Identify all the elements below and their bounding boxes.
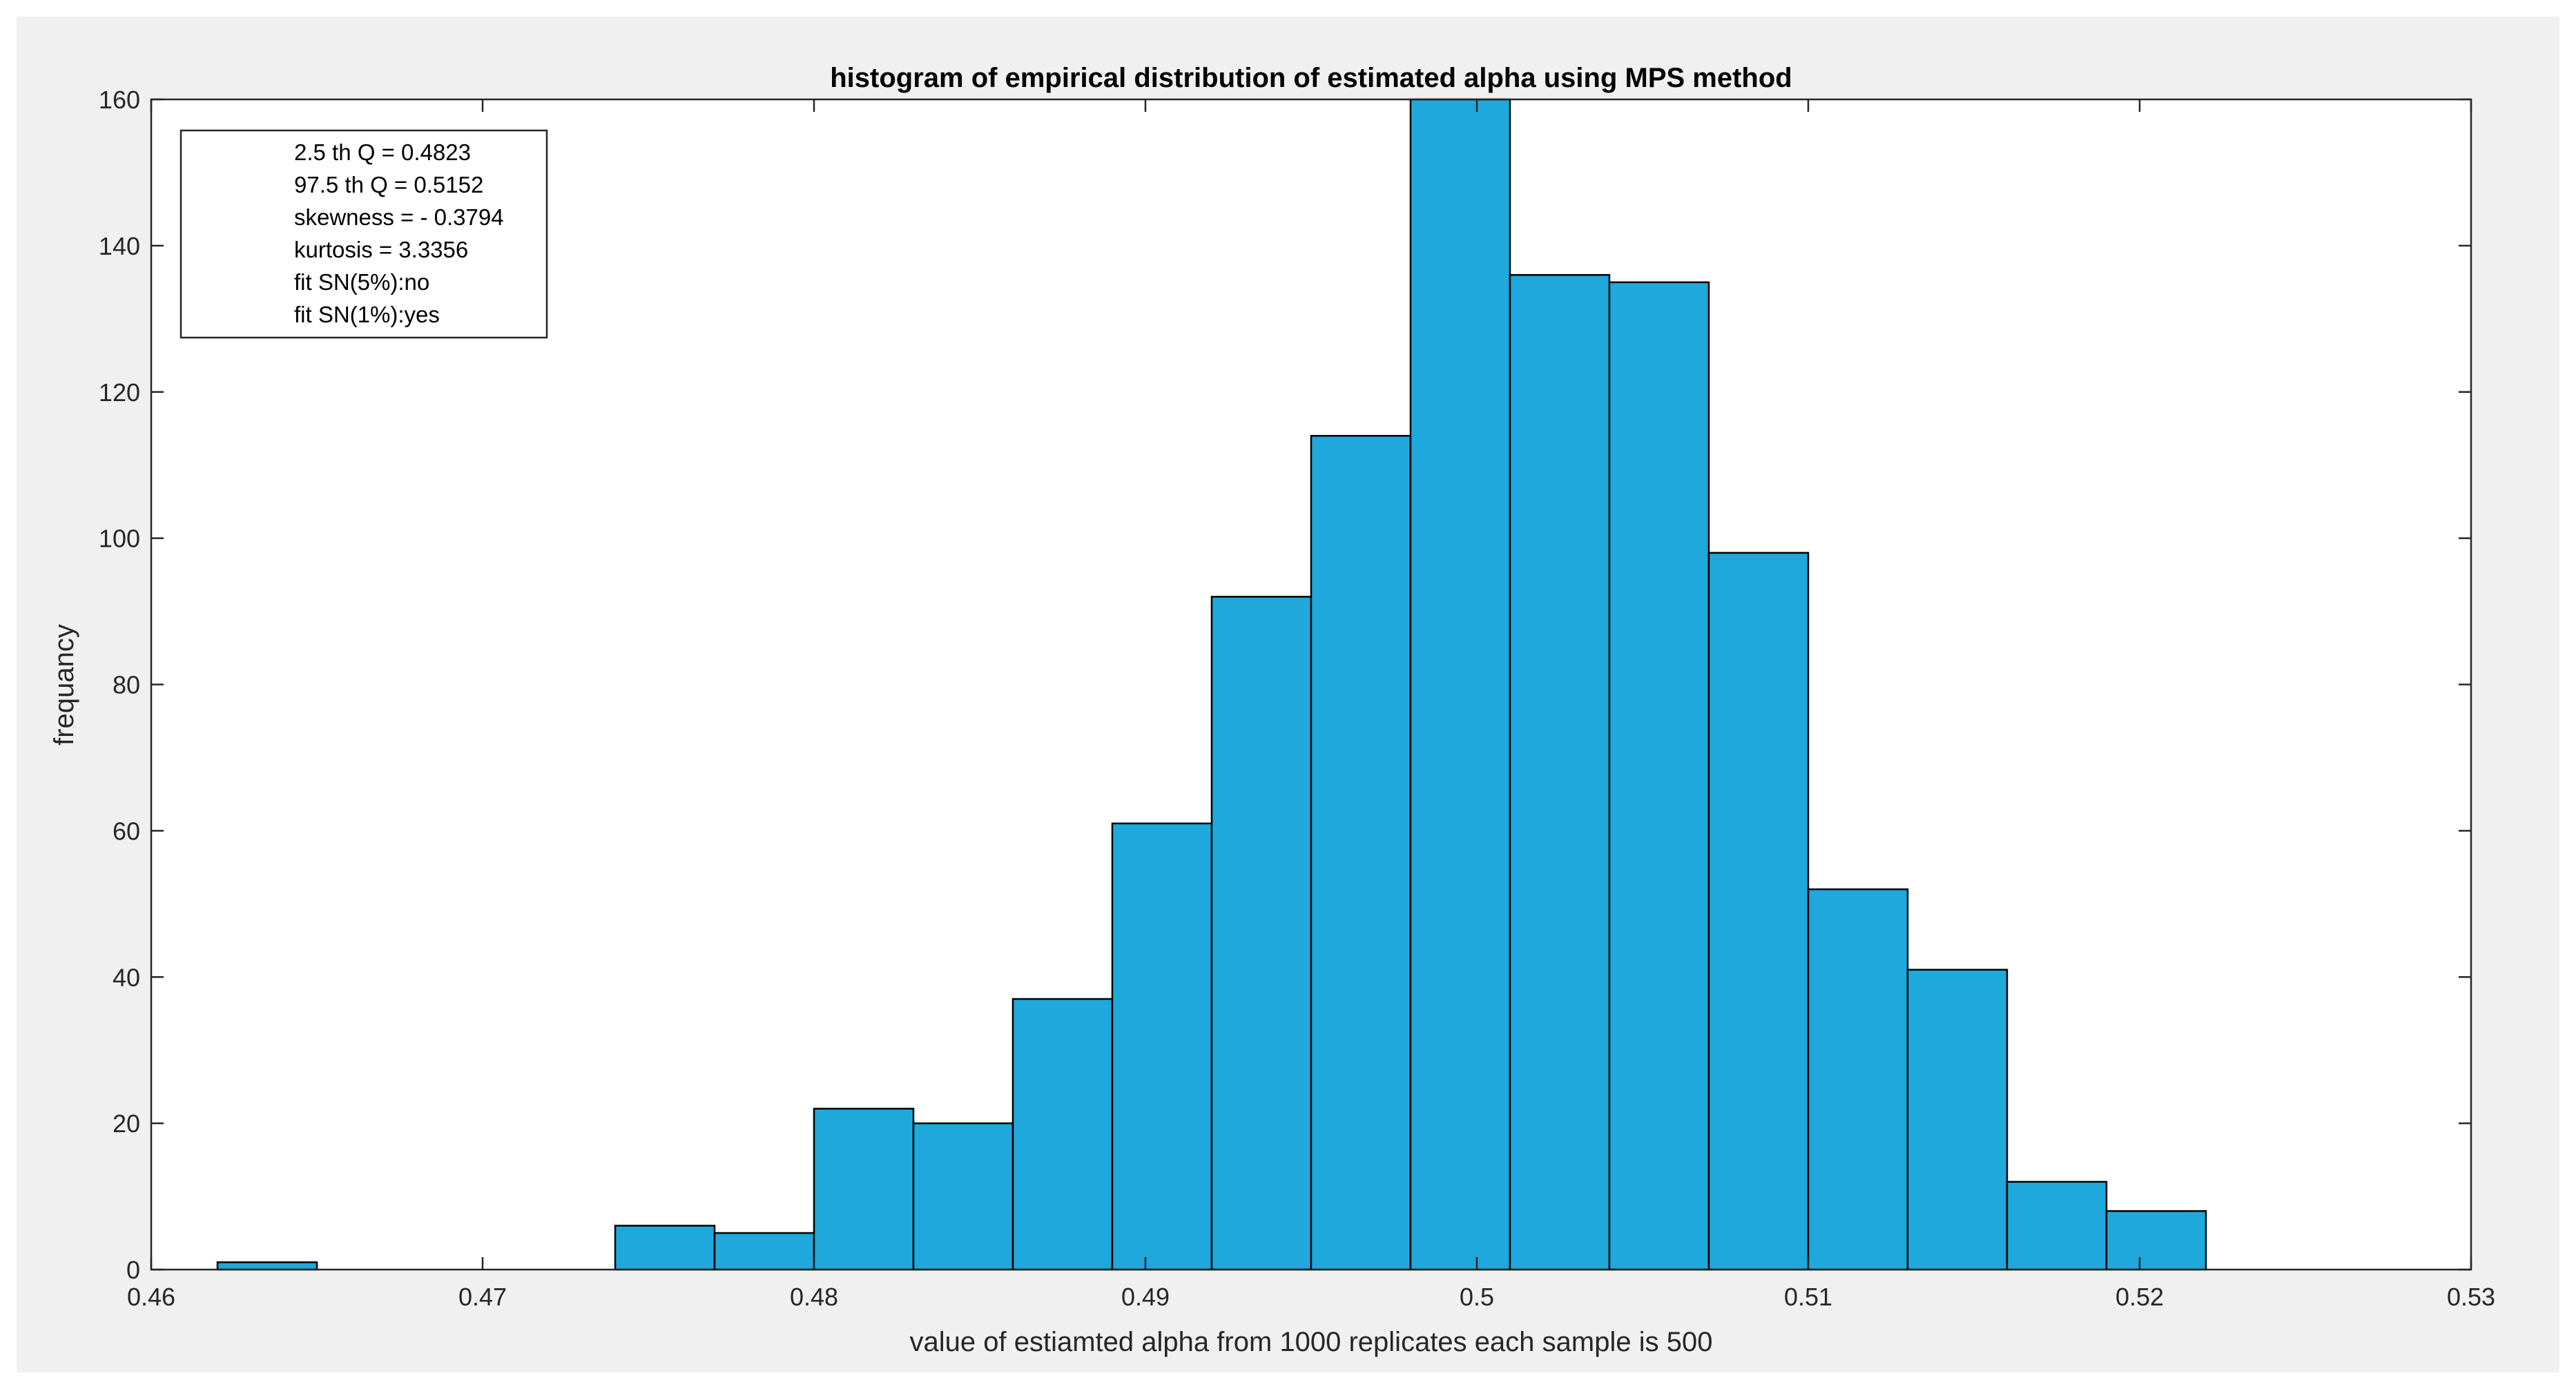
- histogram-chart: 0.46 0.47 0.48 0.49 0.5 0.51 0.52 0.53 0 20 40 60 8…: [49, 63, 2495, 1357]
- histogram-bar: [912, 1122, 1014, 1271]
- histogram-bar: [216, 1261, 318, 1271]
- x-tick-labels: 0.46 0.47 0.48 0.49 0.5 0.51 0.52 0.53: [127, 1283, 2495, 1311]
- stat-skewness: skewness = - 0.3794: [294, 204, 504, 230]
- histogram-bar: [1807, 888, 1909, 1271]
- histogram-bar: [2105, 1210, 2207, 1271]
- stat-q025: 2.5 th Q = 0.4823: [294, 139, 471, 165]
- histogram-bar: [1509, 274, 1611, 1271]
- y-tick-label: 80: [113, 671, 140, 699]
- y-tick-label: 120: [99, 378, 140, 407]
- stat-kurtosis: kurtosis = 3.3356: [294, 237, 468, 262]
- histogram-bar: [614, 1225, 716, 1271]
- x-tick-label: 0.49: [1121, 1283, 1170, 1311]
- stats-box-frame: [180, 129, 548, 339]
- bars-layer: [216, 98, 2207, 1271]
- figure-window: 0.46 0.47 0.48 0.49 0.5 0.51 0.52 0.53 0 20 40 60 8…: [17, 17, 2559, 1372]
- histogram-bar: [1310, 435, 1412, 1271]
- histogram-bar: [2006, 1181, 2108, 1271]
- x-tick-label: 0.53: [2447, 1283, 2495, 1311]
- stat-fit-1pct: fit SN(1%):yes: [294, 302, 440, 327]
- y-axis-label: frequancy: [49, 624, 79, 746]
- histogram-bar: [1707, 552, 1810, 1271]
- y-tick-label: 60: [113, 817, 140, 845]
- x-tick-label: 0.5: [1460, 1283, 1494, 1311]
- stats-annotation-box: 2.5 th Q = 0.4823 97.5 th Q = 0.5152 ske…: [180, 129, 548, 339]
- y-tick-label: 0: [126, 1256, 140, 1284]
- stat-fit-5pct: fit SN(5%):no: [294, 269, 429, 295]
- histogram-bar: [1409, 98, 1511, 1271]
- y-tick-label: 40: [113, 963, 140, 991]
- y-tick-labels: 0 20 40 60 80 100 120 140 160: [99, 86, 140, 1284]
- x-tick-label: 0.46: [127, 1283, 175, 1311]
- histogram-bar: [1011, 998, 1114, 1271]
- y-tick-label: 100: [99, 525, 140, 553]
- histogram-bar: [1608, 281, 1710, 1271]
- histogram-bar: [1906, 969, 2008, 1271]
- y-tick-label: 20: [113, 1109, 140, 1138]
- y-tick-label: 140: [99, 232, 140, 260]
- histogram-bar: [1210, 596, 1313, 1271]
- stat-q975: 97.5 th Q = 0.5152: [294, 172, 483, 197]
- y-tick-label: 160: [99, 86, 140, 114]
- x-tick-label: 0.51: [1784, 1283, 1832, 1311]
- chart-title: histogram of empirical distribution of e…: [830, 63, 1792, 93]
- x-tick-label: 0.52: [2115, 1283, 2164, 1311]
- x-axis-label: value of estiamted alpha from 1000 repli…: [910, 1327, 1713, 1357]
- x-tick-label: 0.48: [790, 1283, 838, 1311]
- histogram-bar: [1111, 822, 1213, 1271]
- x-tick-label: 0.47: [458, 1283, 507, 1311]
- histogram-bar: [813, 1107, 915, 1271]
- histogram-bar: [713, 1232, 815, 1271]
- ticks-layer: [150, 98, 2472, 1271]
